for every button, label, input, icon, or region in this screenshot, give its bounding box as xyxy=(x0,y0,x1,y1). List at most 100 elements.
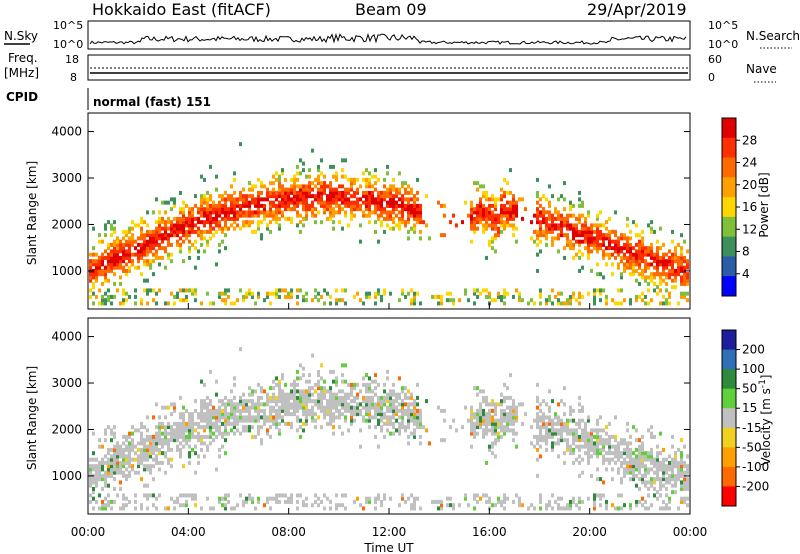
power-cell xyxy=(104,298,107,303)
power-cell xyxy=(266,223,269,228)
power-cell xyxy=(233,190,236,195)
velocity-cell xyxy=(596,441,599,446)
velocity-cell xyxy=(344,493,347,498)
velocity-cell xyxy=(242,399,245,404)
velocity-cell xyxy=(602,493,605,498)
velocity-cell xyxy=(143,425,146,430)
power-cell xyxy=(530,298,533,303)
velocity-cell xyxy=(434,499,437,504)
velocity-cell xyxy=(416,412,419,417)
velocity-cell xyxy=(104,473,107,478)
power-cell xyxy=(539,301,542,306)
velocity-cell xyxy=(287,402,290,407)
velocity-cell xyxy=(668,454,671,459)
velocity-cell xyxy=(626,428,629,433)
power-cell xyxy=(161,216,164,221)
power-cell xyxy=(599,298,602,303)
velocity-cell xyxy=(635,428,638,433)
velocity-cell xyxy=(326,402,329,407)
power-cell xyxy=(227,210,230,215)
power-cell xyxy=(179,190,182,195)
velocity-cell xyxy=(383,415,386,420)
power-cell xyxy=(317,190,320,195)
velocity-cell xyxy=(671,464,674,469)
velocity-cell xyxy=(395,418,398,423)
velocity-cell xyxy=(119,470,122,475)
power-cell xyxy=(323,203,326,208)
velocity-cell xyxy=(476,431,479,436)
velocity-cell xyxy=(257,399,260,404)
power-cell xyxy=(680,249,683,254)
velocity-cell xyxy=(329,421,332,426)
power-cell xyxy=(494,233,497,238)
power-cell xyxy=(614,233,617,238)
power-cell xyxy=(188,233,191,238)
velocity-cell xyxy=(566,438,569,443)
velocity-cell xyxy=(494,441,497,446)
power-cell xyxy=(149,259,152,264)
velocity-cell xyxy=(212,425,215,430)
velocity-cell xyxy=(98,460,101,465)
power-cell xyxy=(170,252,173,257)
velocity-cell xyxy=(596,418,599,423)
power-cell xyxy=(374,294,377,299)
velocity-cell xyxy=(275,415,278,420)
velocity-cell xyxy=(104,431,107,436)
power-cell xyxy=(224,223,227,228)
power-cell xyxy=(416,291,419,296)
velocity-cell xyxy=(269,408,272,413)
velocity-cell xyxy=(395,408,398,413)
power-cell xyxy=(548,216,551,221)
power-cell xyxy=(635,298,638,303)
power-cell xyxy=(581,226,584,231)
velocity-cell xyxy=(305,503,308,508)
velocity-cell xyxy=(608,441,611,446)
velocity-cell xyxy=(383,389,386,394)
power-cell xyxy=(275,197,278,202)
velocity-cell xyxy=(194,434,197,439)
power-cell xyxy=(365,197,368,202)
velocity-cell xyxy=(617,470,620,475)
power-cell xyxy=(653,272,656,277)
power-colorbar-swatch-7 xyxy=(722,256,736,277)
power-cell xyxy=(293,184,296,189)
velocity-cell xyxy=(638,451,641,456)
velocity-cell xyxy=(176,444,179,449)
velocity-cell xyxy=(491,418,494,423)
velocity-cell xyxy=(407,395,410,400)
velocity-cell xyxy=(338,395,341,400)
velocity-cell xyxy=(341,399,344,404)
power-cell xyxy=(404,181,407,186)
velocity-cell xyxy=(107,483,110,488)
power-cell xyxy=(638,265,641,270)
velocity-cell xyxy=(182,425,185,430)
power-cell xyxy=(257,294,260,299)
velocity-cell xyxy=(410,503,413,508)
velocity-cell xyxy=(182,434,185,439)
power-cell xyxy=(512,197,515,202)
power-cell xyxy=(563,197,566,202)
velocity-cell xyxy=(164,405,167,410)
velocity-cell xyxy=(401,389,404,394)
power-cell xyxy=(392,220,395,225)
power-cell xyxy=(146,301,149,306)
velocity-cell xyxy=(539,415,542,420)
velocity-cell xyxy=(335,392,338,397)
power-cell xyxy=(95,275,98,280)
power-cell xyxy=(185,216,188,221)
power-cell xyxy=(368,220,371,225)
power-cell xyxy=(239,210,242,215)
velocity-cell xyxy=(383,395,386,400)
velocity-cell xyxy=(674,473,677,478)
velocity-cell xyxy=(404,425,407,430)
velocity-cell xyxy=(161,405,164,410)
power-cell xyxy=(101,298,104,303)
power-cell xyxy=(314,194,317,199)
power-cell xyxy=(317,210,320,215)
velocity-cell xyxy=(683,464,686,469)
power-cell xyxy=(470,220,473,225)
power-cell xyxy=(167,216,170,221)
velocity-cell xyxy=(152,464,155,469)
velocity-cell xyxy=(638,470,641,475)
